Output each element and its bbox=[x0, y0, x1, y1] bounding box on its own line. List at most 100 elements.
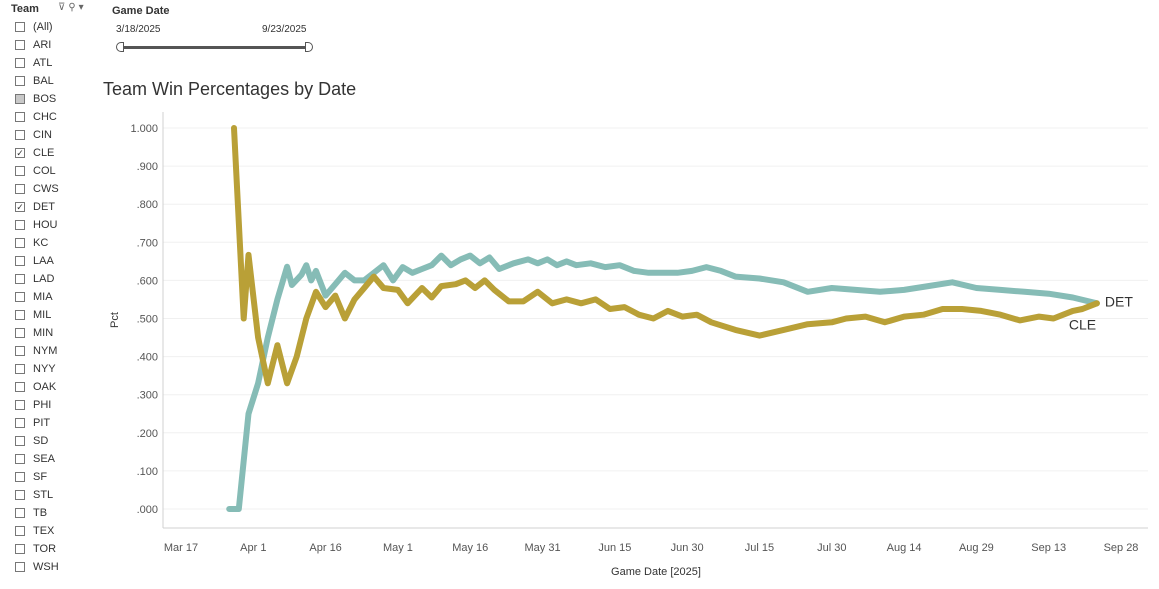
team-option-pit[interactable]: PIT bbox=[15, 416, 50, 430]
team-option-laa[interactable]: LAA bbox=[15, 254, 54, 268]
y-tick-label: .800 bbox=[137, 199, 158, 211]
x-tick-label: Jul 30 bbox=[817, 542, 846, 554]
team-option-tb[interactable]: TB bbox=[15, 506, 47, 520]
team-checkbox[interactable] bbox=[15, 112, 25, 122]
team-checkbox[interactable] bbox=[15, 418, 25, 428]
team-option-label: HOU bbox=[33, 219, 58, 231]
team-checkbox[interactable] bbox=[15, 130, 25, 140]
team-checkbox[interactable] bbox=[15, 166, 25, 176]
team-filter-panel: Team ⊽ ⚲ ▾ (All) ARI ATL BAL BOS CHC CIN ✓ CLE COL C… bbox=[0, 0, 100, 589]
team-checkbox[interactable] bbox=[15, 76, 25, 86]
game-date-filter-title: Game Date bbox=[112, 5, 170, 17]
x-tick-label: Jul 15 bbox=[745, 542, 774, 554]
team-option-phi[interactable]: PHI bbox=[15, 398, 51, 412]
team-option-mia[interactable]: MIA bbox=[15, 290, 53, 304]
team-checkbox[interactable] bbox=[15, 490, 25, 500]
team-option-nyy[interactable]: NYY bbox=[15, 362, 56, 376]
team-option-cle[interactable]: ✓ CLE bbox=[15, 146, 54, 160]
team-checkbox[interactable] bbox=[15, 508, 25, 518]
team-option-oak[interactable]: OAK bbox=[15, 380, 56, 394]
team-option-label: KC bbox=[33, 237, 49, 249]
y-tick-label: .500 bbox=[137, 314, 158, 326]
team-option-label: COL bbox=[33, 165, 56, 177]
y-tick-label: .200 bbox=[137, 428, 158, 440]
team-checkbox[interactable] bbox=[15, 328, 25, 338]
team-checkbox[interactable] bbox=[15, 220, 25, 230]
date-range-slider-track[interactable] bbox=[121, 46, 310, 49]
team-option-chc[interactable]: CHC bbox=[15, 110, 57, 124]
series-line-cle[interactable] bbox=[231, 125, 1100, 387]
team-checkbox[interactable] bbox=[15, 94, 25, 104]
team-option-wsh[interactable]: WSH bbox=[15, 560, 59, 574]
dropdown-arrow-icon[interactable]: ▾ bbox=[78, 2, 84, 13]
team-option-tex[interactable]: TEX bbox=[15, 524, 54, 538]
x-tick-label: Jun 30 bbox=[671, 542, 704, 554]
team-option-nym[interactable]: NYM bbox=[15, 344, 57, 358]
clear-filter-icon[interactable]: ⊽ bbox=[58, 2, 66, 13]
team-option-hou[interactable]: HOU bbox=[15, 218, 57, 232]
team-checkbox[interactable]: ✓ bbox=[15, 148, 25, 158]
team-option-sd[interactable]: SD bbox=[15, 434, 48, 448]
y-tick-label: 1.000 bbox=[130, 123, 158, 135]
team-option-label: SF bbox=[33, 471, 48, 483]
team-checkbox[interactable] bbox=[15, 562, 25, 572]
team-option-label: SEA bbox=[33, 453, 56, 465]
team-checkbox[interactable] bbox=[15, 454, 25, 464]
team-option-lad[interactable]: LAD bbox=[15, 272, 54, 286]
team-checkbox[interactable] bbox=[15, 184, 25, 194]
team-option-min[interactable]: MIN bbox=[15, 326, 53, 340]
team-checkbox[interactable] bbox=[15, 544, 25, 554]
date-range-end-handle[interactable] bbox=[305, 42, 313, 52]
team-option-tor[interactable]: TOR bbox=[15, 542, 56, 556]
team-option-label: WSH bbox=[33, 561, 59, 573]
y-tick-label: .100 bbox=[137, 466, 158, 478]
team-option-mil[interactable]: MIL bbox=[15, 308, 51, 322]
team-option-label: ARI bbox=[33, 39, 52, 51]
team-checkbox[interactable] bbox=[15, 292, 25, 302]
team-option-cin[interactable]: CIN bbox=[15, 128, 52, 142]
team-option-label: CHC bbox=[33, 111, 57, 123]
team-checkbox[interactable]: ✓ bbox=[15, 202, 25, 212]
chart-title: Team Win Percentages by Date bbox=[103, 79, 357, 99]
team-checkbox[interactable] bbox=[15, 58, 25, 68]
team-checkbox[interactable] bbox=[15, 238, 25, 248]
team-option-label: CWS bbox=[33, 183, 59, 195]
team-checkbox[interactable] bbox=[15, 526, 25, 536]
team-checkbox[interactable] bbox=[15, 310, 25, 320]
team-checkbox[interactable] bbox=[15, 436, 25, 446]
team-option-label: BOS bbox=[33, 93, 57, 105]
team-option-det[interactable]: ✓ DET bbox=[15, 200, 55, 214]
team-checkbox[interactable] bbox=[15, 400, 25, 410]
team-option-bal[interactable]: BAL bbox=[15, 74, 54, 88]
team-option-cws[interactable]: CWS bbox=[15, 182, 59, 196]
y-axis-label: Pct bbox=[109, 312, 121, 328]
team-option-label: DET bbox=[33, 201, 55, 213]
team-option-ari[interactable]: ARI bbox=[15, 38, 51, 52]
team-option-atl[interactable]: ATL bbox=[15, 56, 52, 70]
date-range-start-handle[interactable] bbox=[116, 42, 124, 52]
team-checkbox[interactable] bbox=[15, 22, 25, 32]
team-checkbox[interactable] bbox=[15, 40, 25, 50]
team-option-label: (All) bbox=[33, 21, 53, 33]
team-option-stl[interactable]: STL bbox=[15, 488, 53, 502]
y-tick-label: .300 bbox=[137, 390, 158, 402]
team-option-kc[interactable]: KC bbox=[15, 236, 48, 250]
team-option-all[interactable]: (All) bbox=[15, 20, 53, 34]
filter-header-icons: ⊽ ⚲ ▾ bbox=[58, 2, 87, 13]
team-option-sf[interactable]: SF bbox=[15, 470, 47, 484]
team-checkbox[interactable] bbox=[15, 274, 25, 284]
team-checkbox[interactable] bbox=[15, 256, 25, 266]
team-checkbox[interactable] bbox=[15, 364, 25, 374]
x-tick-label: Sep 28 bbox=[1104, 542, 1139, 554]
team-checkbox[interactable] bbox=[15, 346, 25, 356]
team-checkbox[interactable] bbox=[15, 382, 25, 392]
search-icon[interactable]: ⚲ bbox=[68, 2, 76, 13]
series-line-det[interactable] bbox=[226, 252, 1100, 512]
team-option-col[interactable]: COL bbox=[15, 164, 56, 178]
team-option-sea[interactable]: SEA bbox=[15, 452, 55, 466]
team-checkbox[interactable] bbox=[15, 472, 25, 482]
team-option-label: NYY bbox=[33, 363, 56, 375]
team-option-bos[interactable]: BOS bbox=[15, 92, 56, 106]
y-tick-label: .900 bbox=[137, 161, 158, 173]
